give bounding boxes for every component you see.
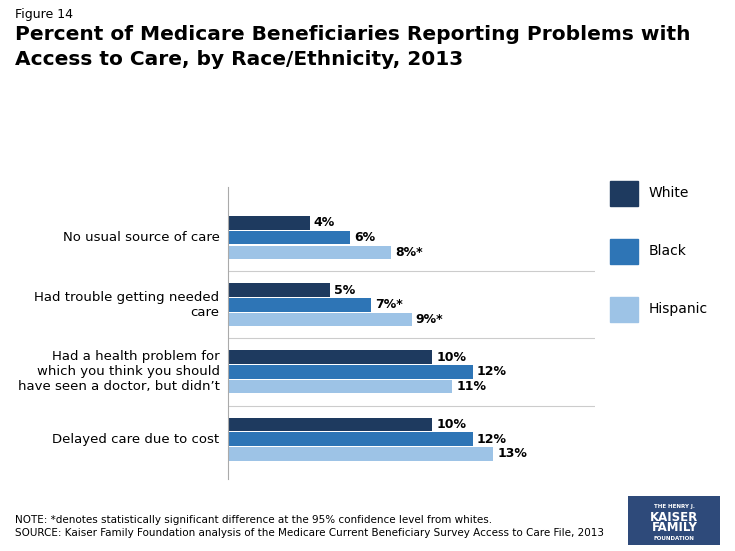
Text: KAISER: KAISER	[650, 511, 698, 523]
Text: 6%: 6%	[354, 231, 376, 244]
Bar	[228, 365, 473, 379]
Text: 10%: 10%	[436, 418, 466, 431]
Bar	[610, 181, 637, 206]
Text: 7%*: 7%*	[375, 298, 403, 311]
Text: FAMILY: FAMILY	[651, 521, 698, 533]
Text: Percent of Medicare Beneficiaries Reporting Problems with: Percent of Medicare Beneficiaries Report…	[15, 25, 690, 44]
Text: SOURCE: Kaiser Family Foundation analysis of the Medicare Current Beneficiary Su: SOURCE: Kaiser Family Foundation analysi…	[15, 528, 603, 538]
Bar	[228, 418, 432, 431]
Bar	[228, 283, 330, 297]
Text: 12%: 12%	[477, 365, 507, 379]
Bar	[228, 447, 493, 461]
Text: Black: Black	[648, 244, 686, 258]
Text: 4%: 4%	[314, 217, 335, 229]
Text: NOTE: *denotes statistically significant difference at the 95% confidence level : NOTE: *denotes statistically significant…	[15, 515, 492, 525]
Text: 11%: 11%	[456, 380, 487, 393]
Bar	[228, 433, 473, 446]
Text: Figure 14: Figure 14	[15, 8, 73, 21]
Bar	[228, 231, 351, 245]
Bar	[610, 239, 637, 264]
Bar	[228, 350, 432, 364]
Bar	[228, 313, 412, 326]
Text: 8%*: 8%*	[395, 246, 423, 259]
Text: 5%: 5%	[334, 284, 355, 296]
Bar	[610, 297, 637, 322]
Text: 9%*: 9%*	[416, 313, 443, 326]
Text: Access to Care, by Race/Ethnicity, 2013: Access to Care, by Race/Ethnicity, 2013	[15, 50, 463, 68]
Bar	[228, 380, 453, 393]
Bar	[228, 246, 391, 259]
Text: FOUNDATION: FOUNDATION	[654, 536, 695, 541]
Text: 12%: 12%	[477, 433, 507, 446]
Text: 10%: 10%	[436, 350, 466, 364]
Text: THE HENRY J.: THE HENRY J.	[654, 504, 695, 509]
Bar	[228, 216, 309, 230]
Text: Hispanic: Hispanic	[648, 301, 708, 316]
Text: 13%: 13%	[498, 447, 527, 460]
Text: White: White	[648, 186, 689, 200]
Bar	[228, 298, 370, 311]
